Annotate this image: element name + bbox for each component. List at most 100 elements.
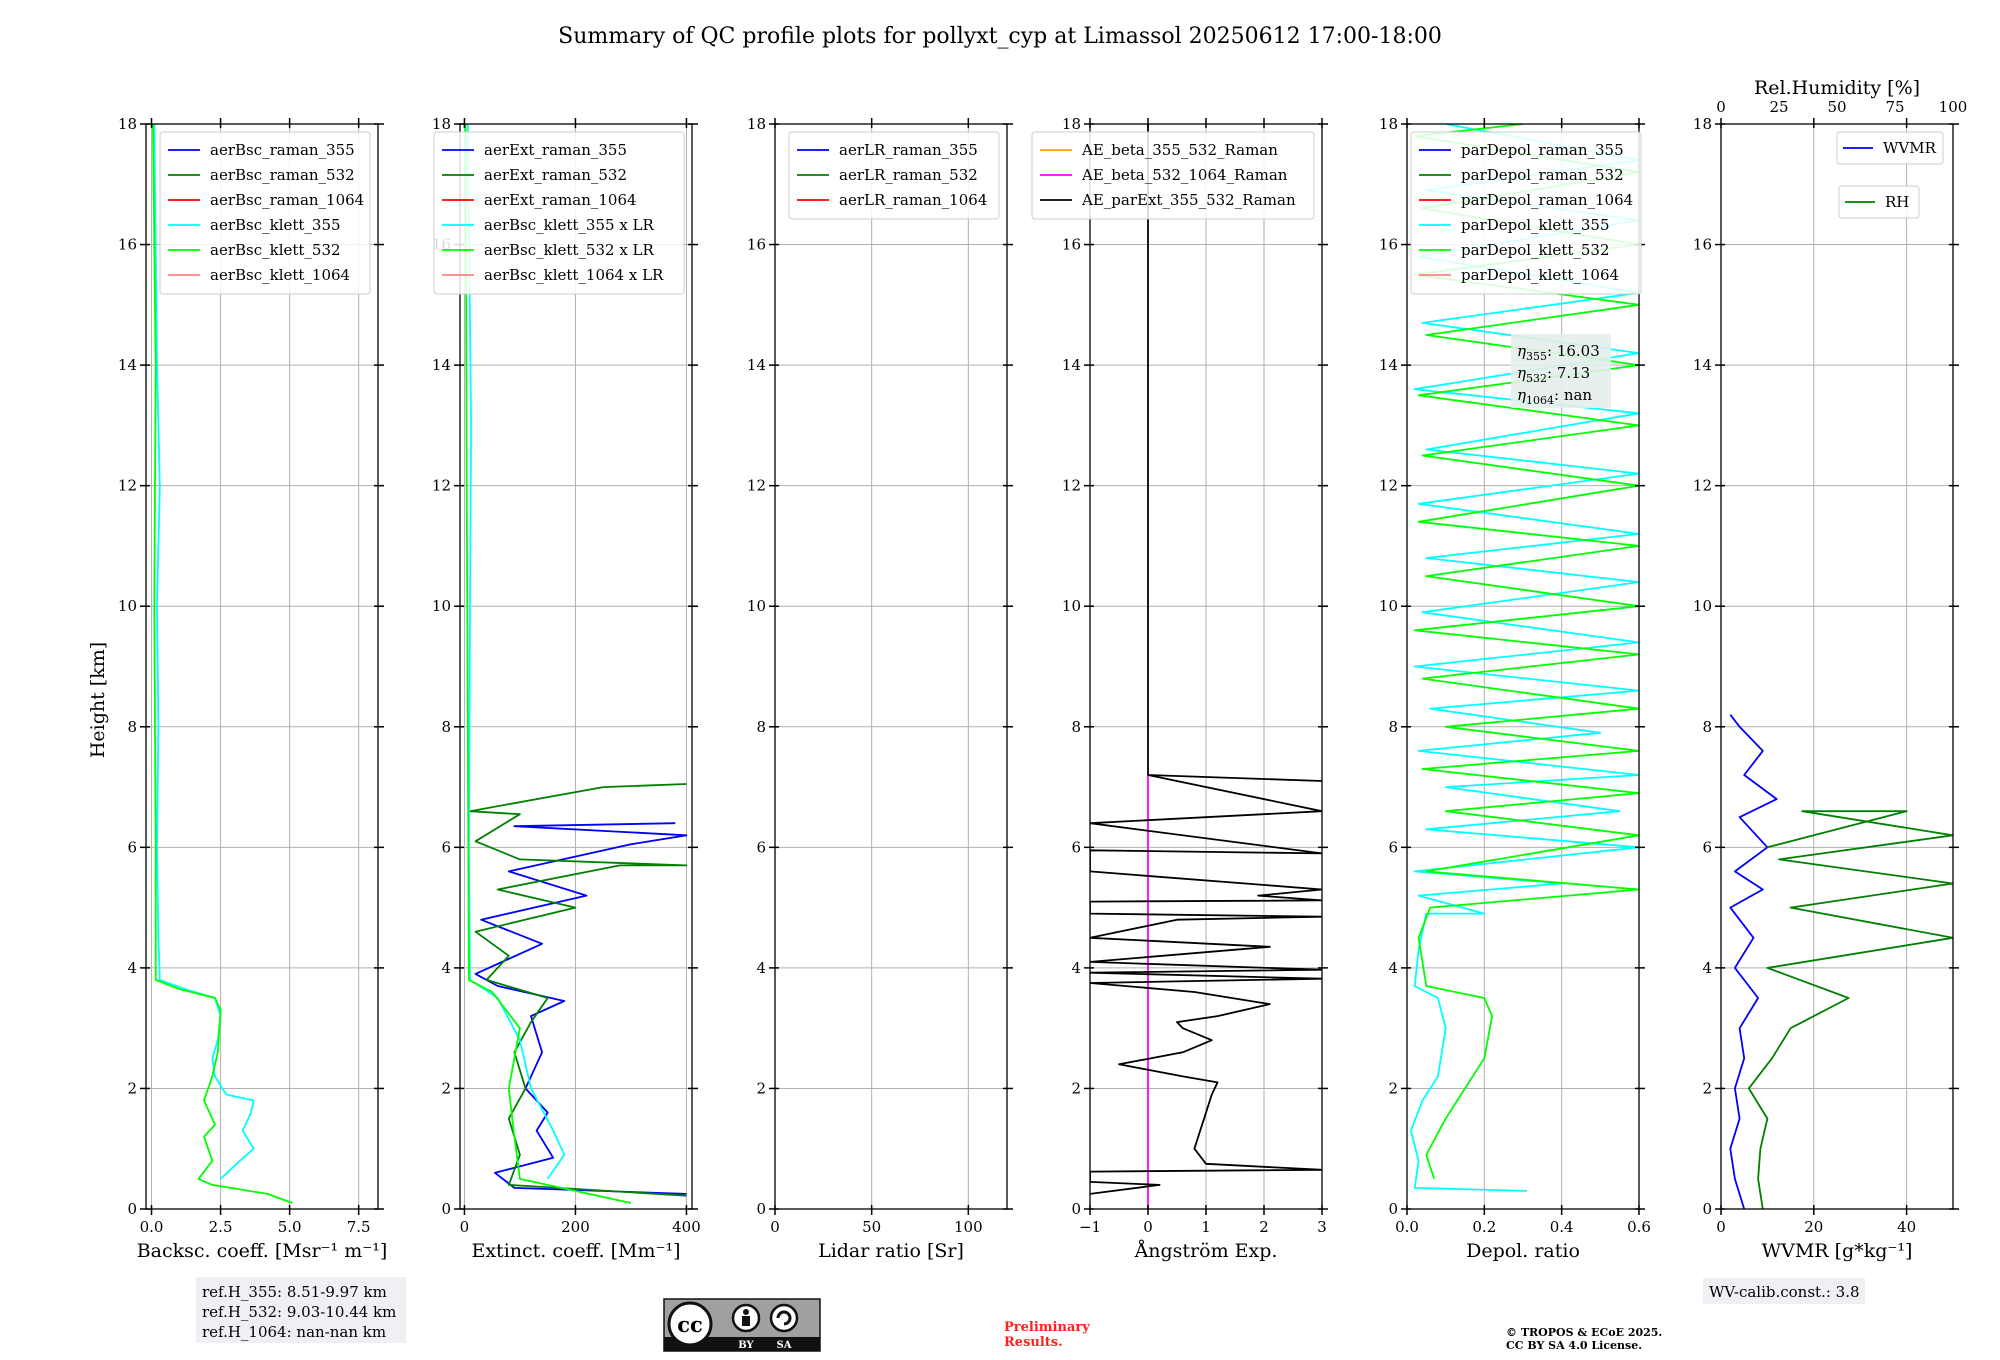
- y-tick-label: 8: [1702, 718, 1712, 736]
- y-tick-label: 4: [441, 959, 451, 977]
- y-tick-label: 16: [1379, 236, 1398, 254]
- y-tick-label: 10: [1062, 597, 1081, 615]
- legend-label: aerBsc_raman_1064: [210, 191, 364, 209]
- legend-label: aerBsc_klett_355: [210, 216, 341, 234]
- y-tick-label: 12: [1062, 477, 1081, 495]
- x-tick-label: 0.2: [1472, 1218, 1496, 1236]
- legend-label: aerLR_raman_355: [839, 141, 978, 159]
- series-group: [1410, 124, 1639, 1192]
- legend: aerExt_raman_355 aerExt_raman_532 aerExt_r…: [433, 131, 685, 295]
- x2-tick-label: 25: [1769, 98, 1788, 116]
- legend-label: parDepol_raman_1064: [1461, 191, 1633, 209]
- y-tick-label: 10: [118, 597, 137, 615]
- x2-tick-label: 75: [1885, 98, 1904, 116]
- y-tick-label: 12: [432, 477, 451, 495]
- legend-label: aerBsc_raman_532: [210, 166, 355, 184]
- y-tick-label: 18: [747, 115, 766, 133]
- legend: aerLR_raman_355 aerLR_raman_532 aerLR_rama…: [788, 131, 1000, 220]
- x-tick-label: 0.4: [1550, 1218, 1574, 1236]
- eta-line: η355: 16.03: [1517, 342, 1600, 363]
- refh-355: ref.H_355: 8.51-9.97 km: [202, 1283, 387, 1301]
- preliminary-line1: Preliminary: [1004, 1320, 1090, 1335]
- y-tick-label: 14: [1062, 356, 1081, 374]
- y-tick-label: 18: [1693, 115, 1712, 133]
- legend-wvmr: WVMR: [1836, 131, 1944, 165]
- eta-line: η1064: nan: [1517, 386, 1592, 407]
- y-tick-label: 18: [118, 115, 137, 133]
- series-group: [464, 124, 688, 1204]
- legend-label: parDepol_klett_532: [1461, 241, 1610, 259]
- legend-label: aerBsc_klett_355 x LR: [484, 216, 655, 234]
- x-axis-label: WVMR [g*kg⁻¹]: [1762, 1240, 1913, 1262]
- x-tick-label: 5.0: [278, 1218, 302, 1236]
- x-tick-label: 2: [1259, 1218, 1269, 1236]
- y-tick-label: 16: [1693, 236, 1712, 254]
- y-tick-label: 6: [127, 838, 137, 856]
- y-tick-label: 0: [127, 1200, 137, 1218]
- legend-label: AE_parExt_355_532_Raman: [1081, 191, 1296, 209]
- x-tick-label: 2.5: [209, 1218, 233, 1236]
- copyright-line1: © TROPOS & ECoE 2025.: [1506, 1326, 1662, 1339]
- y-tick-label: 2: [1388, 1079, 1398, 1097]
- y-tick-label: 0: [441, 1200, 451, 1218]
- y-tick-label: 16: [118, 236, 137, 254]
- legend: parDepol_raman_355 parDepol_raman_532 parD…: [1410, 131, 1642, 295]
- y-tick-label: 2: [441, 1079, 451, 1097]
- y-tick-label: 2: [1702, 1079, 1712, 1097]
- x2-axis-label: Rel.Humidity [%]: [1754, 77, 1920, 99]
- series-line-wvmr: [1729, 714, 1778, 1209]
- legend-label: aerBsc_klett_1064: [210, 266, 350, 284]
- series-line-aerext-raman-355: [474, 822, 688, 1195]
- refh-532: ref.H_532: 9.03-10.44 km: [202, 1303, 396, 1321]
- x2-tick-label: 0: [1716, 98, 1726, 116]
- y-tick-label: 4: [1071, 959, 1081, 977]
- y-tick-label: 8: [127, 718, 137, 736]
- axes-frame: [1720, 123, 1954, 1210]
- x-axis-label: Depol. ratio: [1466, 1240, 1580, 1262]
- y-tick-label: 4: [127, 959, 137, 977]
- y-tick-label: 6: [1702, 838, 1712, 856]
- wv-calib-box: WV-calib.const.: 3.8: [1703, 1278, 1865, 1304]
- series-group: [152, 124, 293, 1204]
- y-axis-label: Height [km]: [87, 642, 109, 758]
- y-tick-label: 16: [1062, 236, 1081, 254]
- preliminary-line2: Results.: [1004, 1335, 1063, 1350]
- panel-1: 0 2 4 6 8 10 12 14 16 18 0.0 2.5 5.0 7.5 Backsc. coeff…: [118, 115, 387, 1262]
- x-tick-label: 3: [1317, 1218, 1327, 1236]
- x-tick-label: 200: [561, 1218, 590, 1236]
- x-tick-label: 0: [460, 1218, 470, 1236]
- series-line-rh: [1747, 810, 1953, 1209]
- y-tick-label: 8: [441, 718, 451, 736]
- y-tick-label: 6: [756, 838, 766, 856]
- y-tick-label: 8: [1388, 718, 1398, 736]
- y-tick-label: 4: [756, 959, 766, 977]
- y-tick-label: 6: [441, 838, 451, 856]
- legend-label: aerLR_raman_532: [839, 166, 978, 184]
- x-tick-label: 0: [1716, 1218, 1726, 1236]
- x2-tick-label: 50: [1827, 98, 1846, 116]
- x-tick-label: 50: [862, 1218, 881, 1236]
- y-tick-label: 18: [1062, 115, 1081, 133]
- x-tick-label: 0: [770, 1218, 780, 1236]
- panel-3: 0 2 4 6 8 10 12 14 16 18 0 50 100 Lidar ratio [Sr] aer…: [747, 115, 1013, 1262]
- legend-label: AE_beta_532_1064_Raman: [1081, 166, 1288, 184]
- legend-label: aerBsc_raman_355: [210, 141, 355, 159]
- legend-label: aerBsc_klett_1064 x LR: [484, 266, 664, 284]
- copyright-line2: CC BY SA 4.0 License.: [1506, 1339, 1642, 1352]
- legend: AE_beta_355_532_Raman AE_beta_532_1064_Ra…: [1031, 131, 1315, 220]
- x-tick-label: −1: [1079, 1218, 1101, 1236]
- legend-label: parDepol_raman_532: [1461, 166, 1624, 184]
- y-tick-label: 0: [1071, 1200, 1081, 1218]
- y-tick-label: 16: [747, 236, 766, 254]
- y-tick-label: 8: [1071, 718, 1081, 736]
- legend: aerBsc_raman_355 aerBsc_raman_532 aerBsc_r…: [159, 131, 371, 295]
- y-tick-label: 0: [756, 1200, 766, 1218]
- y-tick-label: 10: [1693, 597, 1712, 615]
- reference-height-box: ref.H_355: 8.51-9.97 km ref.H_532: 9.03-…: [196, 1277, 406, 1343]
- cc-by-text: BY: [738, 1340, 754, 1351]
- y-tick-label: 6: [1071, 838, 1081, 856]
